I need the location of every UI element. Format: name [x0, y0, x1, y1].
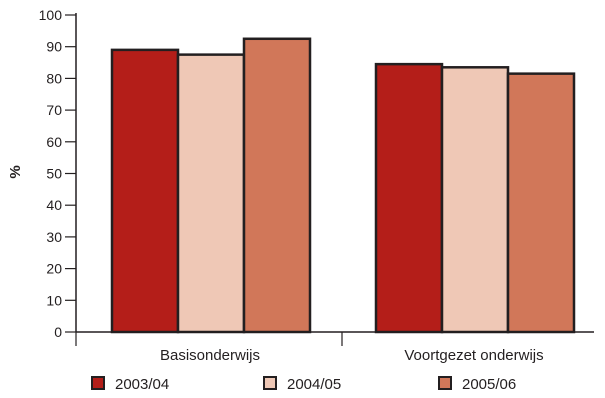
legend-swatch-2004-05	[263, 376, 277, 390]
y-tick-label: 0	[54, 324, 62, 340]
y-tick-label: 80	[46, 70, 62, 86]
x-category-label: Basisonderwijs	[160, 347, 260, 364]
bar-2003-04-2	[374, 62, 444, 334]
y-tick-label: 20	[46, 261, 62, 277]
y-tick-label: 40	[46, 197, 62, 213]
bar-2005-06-2	[506, 72, 576, 334]
legend-label-2005-06: 2005/06	[462, 376, 516, 393]
legend-label-2003-04: 2003/04	[115, 376, 169, 393]
y-axis-label: %	[7, 165, 24, 178]
y-tick-label: 50	[46, 166, 62, 182]
y-tick-label: 100	[39, 7, 63, 23]
y-tick-label: 30	[46, 229, 62, 245]
bar-2004-05-2	[440, 66, 510, 334]
bar-2003-04-1	[110, 48, 180, 334]
bar-2004-05-1	[176, 53, 246, 334]
legend-label-2004-05: 2004/05	[287, 376, 341, 393]
legend-swatch-2005-06	[438, 376, 452, 390]
y-tick-label: 70	[46, 102, 62, 118]
y-tick-label: 90	[46, 39, 62, 55]
y-tick-label: 60	[46, 134, 62, 150]
bar-2005-06-1	[242, 37, 312, 334]
y-tick-label: 10	[46, 292, 62, 308]
x-category-label: Voortgezet onderwijs	[404, 347, 543, 364]
legend-swatch-2003-04	[91, 376, 105, 390]
